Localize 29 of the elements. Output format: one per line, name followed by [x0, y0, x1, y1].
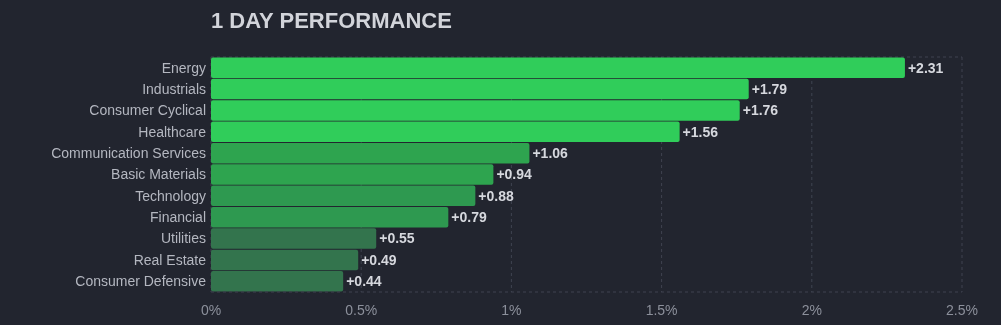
data-label: +1.06: [532, 145, 569, 162]
data-label: +0.55: [379, 230, 415, 247]
data-label: +0.49: [361, 251, 397, 268]
y-tick-label: Technology: [135, 187, 206, 204]
y-tick-label: Basic Materials: [111, 166, 206, 183]
y-tick-label: Consumer Defensive: [75, 273, 207, 290]
y-tick-label: Consumer Cyclical: [89, 102, 206, 119]
y-tick-label: Financial: [149, 209, 206, 226]
x-tick-label: 1.5%: [645, 302, 678, 318]
data-label: +2.31: [907, 59, 944, 76]
x-tick-label: 2%: [801, 302, 822, 318]
y-tick-label: Industrials: [142, 80, 206, 97]
y-tick-label: Communication Services: [51, 145, 206, 162]
y-tick-label: Energy: [161, 59, 206, 76]
data-label: +0.94: [496, 166, 533, 183]
data-label: +0.44: [346, 273, 382, 290]
y-tick-label: Healthcare: [138, 123, 207, 140]
data-label: +0.88: [478, 187, 514, 204]
x-tick-label: 0%: [200, 302, 222, 318]
data-label: +1.76: [742, 102, 779, 119]
chart-title: 1 DAY PERFORMANCE: [211, 8, 452, 33]
y-tick-label: Utilities: [160, 230, 206, 247]
data-label: +0.79: [451, 209, 487, 226]
data-label: +1.79: [751, 80, 788, 97]
x-tick-label: 0.5%: [345, 302, 378, 318]
x-tick-label: 1%: [501, 302, 522, 318]
data-label: +1.56: [682, 123, 719, 140]
y-tick-label: Real Estate: [133, 251, 207, 268]
x-tick-label: 2.5%: [946, 302, 978, 318]
